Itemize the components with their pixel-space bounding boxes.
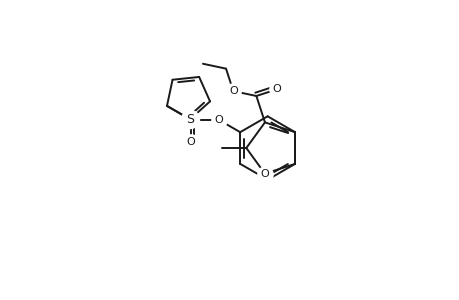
Text: O: O (214, 115, 223, 125)
Text: O: O (229, 86, 237, 96)
Text: O: O (260, 169, 269, 179)
Text: O: O (272, 84, 281, 94)
Text: O: O (186, 136, 195, 147)
Text: S: S (186, 113, 194, 126)
